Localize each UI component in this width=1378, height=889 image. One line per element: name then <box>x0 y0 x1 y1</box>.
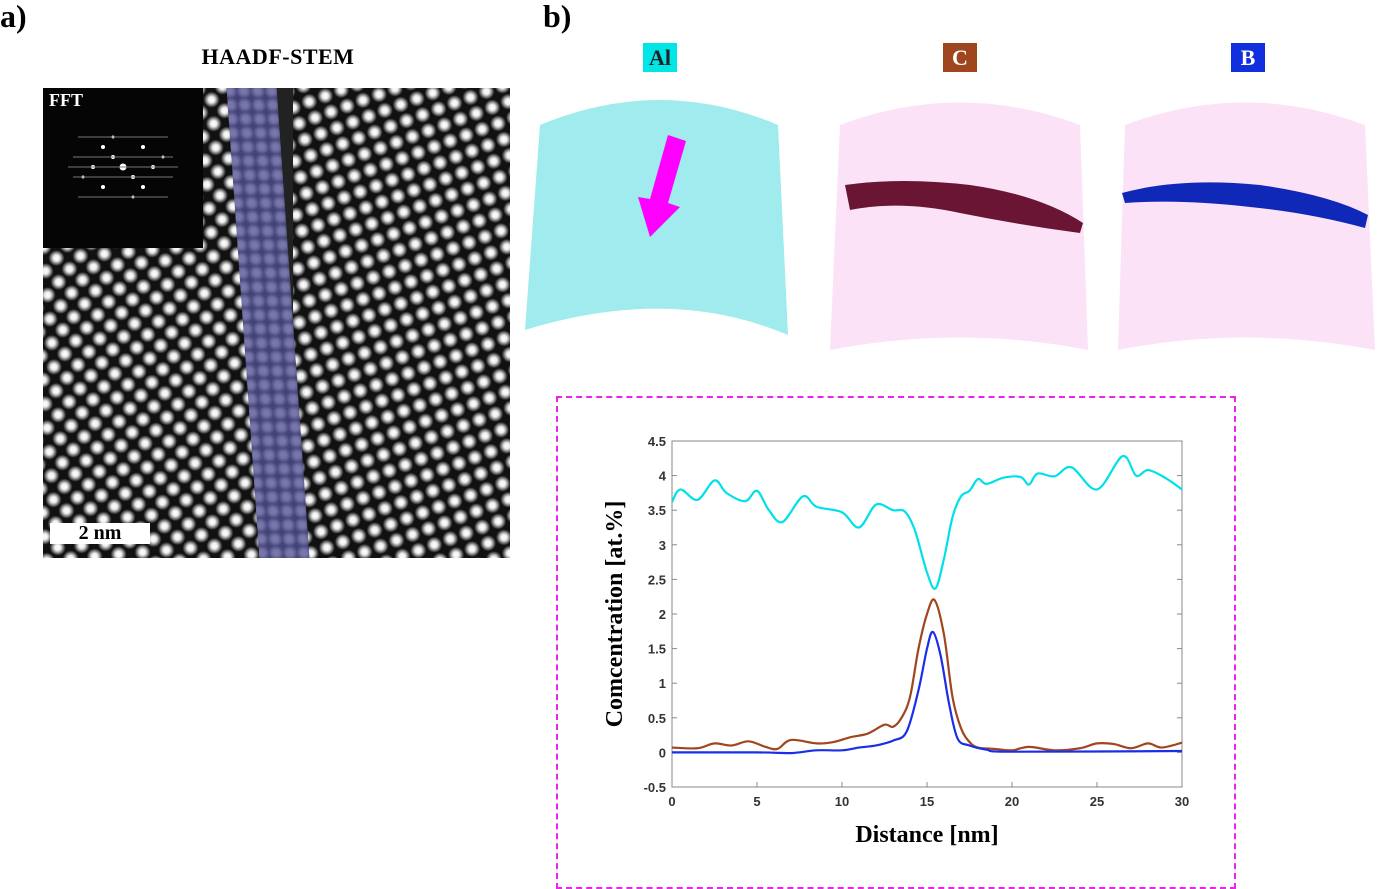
panel-b-label: b) <box>543 0 572 34</box>
fft-label: FFT <box>49 90 83 110</box>
panel-a-label: a) <box>0 0 27 34</box>
y-tick-label: 4 <box>659 469 667 484</box>
x-tick-label: 5 <box>753 794 760 809</box>
element-label-b: B <box>1231 43 1265 72</box>
fft-pattern <box>68 135 178 199</box>
haadf-stem-image: FFT 2 nm <box>43 88 510 558</box>
apt-reconstructions <box>525 100 1375 350</box>
concentration-chart: 0 5 10 15 20 25 30-0.500.511.522.533.544.5 Dis… <box>602 434 1189 848</box>
c-isosurface <box>845 181 1083 233</box>
y-tick-label: 3.5 <box>648 503 666 518</box>
x-tick-label: 10 <box>835 794 849 809</box>
x-axis-label: Distance [nm] <box>855 822 998 848</box>
x-tick-label: 20 <box>1005 794 1019 809</box>
haadf-title: HAADF-STEM <box>201 44 355 69</box>
y-tick-label: 3 <box>659 538 666 553</box>
series-line-al <box>671 455 1183 590</box>
y-axis-label: Comcentration [at.%] <box>602 501 628 728</box>
x-tick-label: 15 <box>920 794 934 809</box>
element-label-al: Al <box>643 43 677 72</box>
y-tick-label: 1.5 <box>648 642 666 657</box>
series-line-b <box>671 630 1183 755</box>
b-isosurface <box>1122 182 1368 228</box>
y-tick-label: 0 <box>659 745 666 760</box>
scale-bar: 2 nm <box>50 523 150 544</box>
y-tick-label: 2 <box>659 607 666 622</box>
y-tick-label: 4.5 <box>648 434 666 449</box>
y-tick-label: 1 <box>659 676 666 691</box>
x-tick-label: 0 <box>668 794 675 809</box>
x-tick-label: 25 <box>1090 794 1104 809</box>
b-atom-map <box>1118 102 1375 350</box>
series-line-c <box>671 598 1183 752</box>
profile-plot-frame <box>556 396 1236 889</box>
y-tick-label: 0.5 <box>648 711 666 726</box>
c-atom-map <box>830 102 1088 350</box>
direction-arrow-icon <box>638 135 686 237</box>
fft-inset: FFT <box>43 88 203 248</box>
x-tick-label: 30 <box>1175 794 1189 809</box>
y-tick-label: 2.5 <box>648 572 666 587</box>
element-label-c: C <box>943 43 977 72</box>
y-tick-label: -0.5 <box>644 780 666 795</box>
